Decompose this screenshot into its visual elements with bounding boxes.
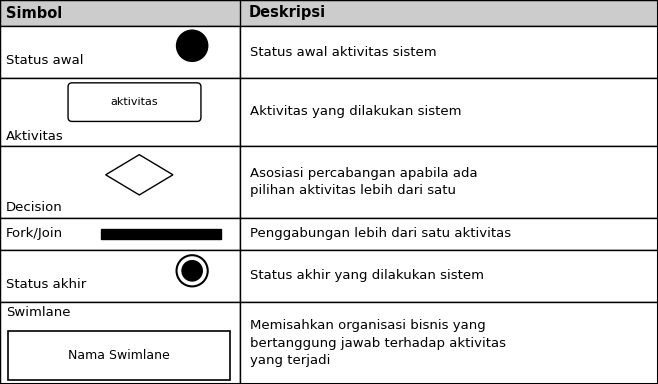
Bar	[0, 26, 240, 78]
Text: Deskripsi: Deskripsi	[248, 5, 325, 20]
Text: Status akhir: Status akhir	[6, 278, 86, 291]
Bar	[240, 302, 658, 384]
Bar	[0, 302, 240, 384]
Text: Asosiasi percabangan apabila ada
pilihan aktivitas lebih dari satu: Asosiasi percabangan apabila ada pilihan…	[250, 167, 478, 197]
Text: Status awal aktivitas sistem: Status awal aktivitas sistem	[250, 45, 437, 58]
Text: Aktivitas: Aktivitas	[6, 130, 64, 142]
FancyBboxPatch shape	[68, 83, 201, 121]
Bar	[0, 218, 240, 250]
Bar	[0, 78, 240, 146]
Bar	[0, 0, 658, 26]
Circle shape	[176, 30, 208, 61]
Bar	[240, 146, 658, 218]
Circle shape	[182, 261, 202, 281]
Bar	[240, 26, 658, 78]
Bar	[240, 218, 658, 250]
Text: Memisahkan organisasi bisnis yang
bertanggung jawab terhadap aktivitas
yang terj: Memisahkan organisasi bisnis yang bertan…	[250, 319, 506, 367]
Bar	[101, 229, 221, 239]
Text: Status awal: Status awal	[6, 53, 84, 66]
Bar	[8, 331, 230, 380]
Text: Simbol: Simbol	[6, 5, 63, 20]
Circle shape	[176, 255, 208, 286]
Text: Status akhir yang dilakukan sistem: Status akhir yang dilakukan sistem	[250, 270, 484, 283]
Polygon shape	[106, 155, 173, 195]
Text: Aktivitas yang dilakukan sistem: Aktivitas yang dilakukan sistem	[250, 106, 462, 119]
Text: Nama Swimlane: Nama Swimlane	[68, 349, 170, 362]
Bar	[240, 78, 658, 146]
Text: aktivitas: aktivitas	[111, 97, 159, 107]
Text: Penggabungan lebih dari satu aktivitas: Penggabungan lebih dari satu aktivitas	[250, 227, 511, 240]
Text: Swimlane: Swimlane	[6, 306, 70, 319]
Text: Decision: Decision	[6, 201, 63, 214]
Text: Fork/Join: Fork/Join	[6, 227, 63, 240]
Bar	[240, 250, 658, 302]
Bar	[0, 146, 240, 218]
Bar	[0, 250, 240, 302]
